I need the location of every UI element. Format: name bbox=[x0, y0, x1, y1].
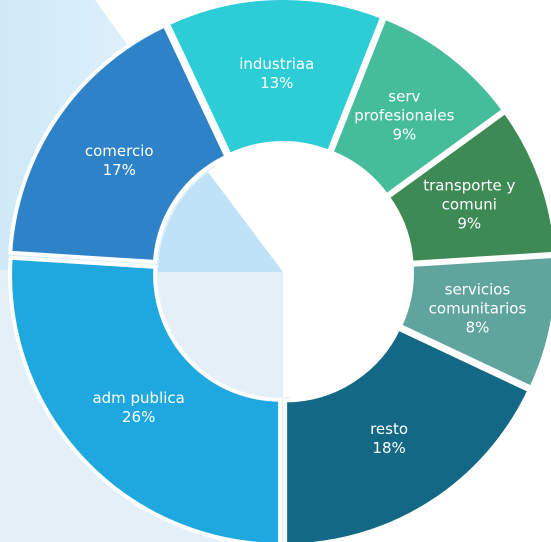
category-label: transporte y comuni bbox=[423, 176, 516, 214]
value-label: 9% bbox=[457, 214, 482, 233]
category-label: serv profesionales bbox=[354, 87, 455, 125]
donut-slice bbox=[8, 22, 230, 265]
category-label: resto bbox=[370, 420, 409, 439]
donut-slice bbox=[8, 255, 283, 542]
category-label: adm publica bbox=[92, 388, 185, 407]
donut-slice bbox=[397, 254, 551, 391]
value-label: 18% bbox=[372, 439, 406, 458]
hole-shade bbox=[158, 172, 283, 272]
slice-label: comercio 17% bbox=[64, 142, 174, 180]
slice-label: transporte y comuni 9% bbox=[414, 176, 524, 233]
donut-slice bbox=[385, 109, 551, 265]
slice-label: servicios comunitarios 8% bbox=[422, 281, 532, 338]
category-label: industriaa bbox=[239, 55, 315, 74]
value-label: 8% bbox=[465, 318, 490, 337]
slice-label: serv profesionales 9% bbox=[349, 87, 459, 144]
donut-slice bbox=[283, 325, 533, 542]
hole-shade bbox=[158, 272, 283, 397]
category-label: comercio bbox=[84, 141, 154, 160]
category-label: servicios comunitarios bbox=[428, 280, 527, 318]
donut-slice bbox=[165, 0, 385, 158]
slice-label: adm publica 26% bbox=[84, 389, 194, 427]
value-label: 9% bbox=[392, 125, 417, 144]
slice-label: resto 18% bbox=[334, 420, 444, 458]
donut-slice bbox=[328, 15, 507, 199]
value-label: 17% bbox=[102, 160, 136, 179]
value-label: 26% bbox=[121, 407, 156, 426]
value-label: 13% bbox=[260, 74, 294, 93]
slice-label: industriaa 13% bbox=[222, 55, 332, 93]
